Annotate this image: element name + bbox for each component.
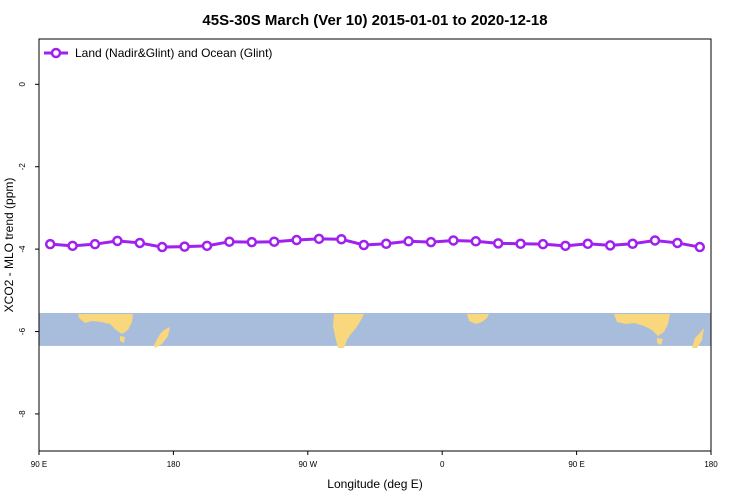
data-point [291,234,302,246]
data-point [201,240,213,252]
y-axis: 0 -2 -4 -6 -8 [18,82,39,418]
data-point [134,237,146,249]
land-mass [333,314,364,348]
land-mass [120,336,125,343]
x-tick-label: 90 E [31,460,47,469]
data-point [156,241,168,253]
legend: Land (Nadir&Glint) and Ocean (Glint) [44,46,272,60]
data-point [67,240,78,252]
plot-frame [38,38,712,452]
y-axis-label: XCO2 - MLO trend (ppm) [2,178,16,313]
data-point [268,236,280,247]
data-point [403,236,414,247]
x-tick-label: 90 W [298,460,317,469]
land-mass [154,327,170,348]
data-point [492,238,504,249]
legend-entry: Land (Nadir&Glint) and Ocean (Glint) [75,46,272,60]
chart-title: 45S-30S March (Ver 10) 2015-01-01 to 202… [202,12,547,29]
y-tick-label: -4 [18,245,27,253]
map-ocean [39,312,711,346]
data-point [649,235,661,246]
data-point [582,238,594,250]
x-axis-label: Longitude (deg E) [327,477,422,491]
x-axis: 90 E 180 90 W 0 90 E 180 [31,451,718,469]
x-tick-label: 90 E [568,460,584,469]
data-point [224,236,235,247]
land-mass [78,314,133,334]
data-point [313,233,325,245]
map-land [78,314,704,348]
data-point [560,240,571,252]
series-line [50,237,701,249]
data-point [246,236,258,248]
y-tick-label: -2 [18,163,27,171]
data-point [627,238,638,250]
data-point [358,239,370,251]
data-point [672,237,683,249]
data-point [515,238,526,250]
land-mass [657,338,663,345]
data-point [537,238,549,250]
land-mass [467,314,489,324]
x-tick-label: 180 [167,460,181,469]
y-tick-label: -6 [18,327,27,335]
data-point [44,238,56,250]
data-point [336,233,347,245]
land-mass [614,314,670,336]
y-tick-label: 0 [18,82,27,87]
x-tick-label: 180 [704,460,718,469]
data-point [89,238,101,250]
series-layer [44,233,706,253]
data-point [112,235,123,247]
data-point [448,235,459,246]
data-point [470,236,482,247]
data-point [179,241,190,252]
x-tick-label: 0 [440,460,445,469]
data-point [604,240,616,251]
data-point [425,236,437,248]
data-point [380,238,392,250]
land-mass [692,328,704,348]
legend-marker [50,47,62,59]
y-tick-label: -8 [18,410,27,418]
data-point [694,241,706,253]
background-map [39,312,711,348]
